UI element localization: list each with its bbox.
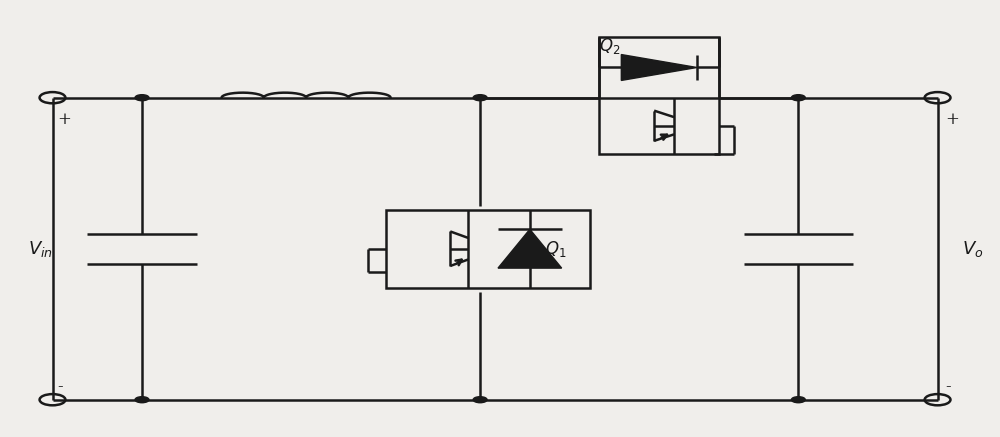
Circle shape <box>135 397 149 403</box>
Circle shape <box>791 397 805 403</box>
Bar <box>386 210 590 288</box>
Circle shape <box>473 397 487 403</box>
Text: +: + <box>57 111 71 128</box>
Text: $Q_1$: $Q_1$ <box>545 239 566 259</box>
Polygon shape <box>498 229 562 268</box>
Text: $Q_2$: $Q_2$ <box>599 36 621 56</box>
Circle shape <box>135 95 149 101</box>
Text: -: - <box>57 378 63 395</box>
Polygon shape <box>621 55 697 80</box>
Text: $V_o$: $V_o$ <box>962 239 984 259</box>
Bar <box>599 37 719 154</box>
Circle shape <box>473 95 487 101</box>
Text: -: - <box>946 378 951 395</box>
Circle shape <box>791 95 805 101</box>
Text: +: + <box>946 111 959 128</box>
Text: $V_{in}$: $V_{in}$ <box>28 239 53 259</box>
